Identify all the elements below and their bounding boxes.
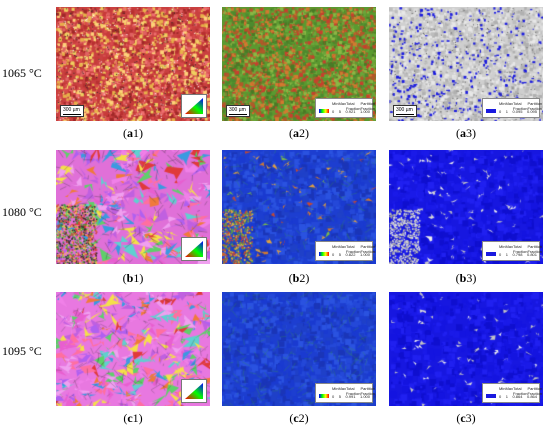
row-label-1080: 1080 °C [2,205,42,219]
legend-swatch [319,109,329,113]
caption-c3: (c3) [456,411,476,425]
caption-b3: (b3) [455,271,477,285]
map-legend: Min Max Total Fraction Partition Fraction 0… [315,383,375,403]
panel-b2-kam-map: Min Max Total Fraction Partition Fraction 0… [222,150,376,264]
caption-a1: (a1) [123,126,143,140]
scale-bar: 300 µm [60,105,84,117]
map-legend: Min Max Total Fraction Partition Fraction 0… [315,98,375,118]
map-legend: Min Max Total Fraction Partition Fraction 0… [315,241,375,261]
map-legend: Min Max Total Fraction Partition Fraction 0… [482,98,542,118]
scale-bar: 300 µm [226,105,250,117]
legend-swatch [486,252,496,256]
caption-b1: (b1) [122,271,144,285]
caption-b2: (b2) [288,271,310,285]
scale-bar: 300 µm [393,105,417,117]
legend-swatch [319,252,329,256]
panel-c3-gos-map: Min Max Total Fraction Partition Fraction 0… [389,292,543,406]
panel-a3-gos-map: 300 µm Min Max Total Fraction Partition Fra… [389,7,543,121]
panel-c1-ipf-map [56,292,210,406]
row-label-1095: 1095 °C [2,344,42,358]
legend-swatch [319,394,329,398]
caption-c1: (c1) [123,411,143,425]
ipf-color-key-icon [181,237,207,261]
legend-swatch [486,394,496,398]
panel-a2-kam-map: 300 µm Min Max Total Fraction Partition Fra… [222,7,376,121]
map-legend: Min Max Total Fraction Partition Fraction 0… [482,241,542,261]
panel-c2-kam-map: Min Max Total Fraction Partition Fraction 0… [222,292,376,406]
caption-a3: (a3) [456,126,476,140]
caption-a2: (a2) [289,126,309,140]
map-legend: Min Max Total Fraction Partition Fraction 0… [482,383,542,403]
row-label-1065: 1065 °C [2,66,42,80]
caption-c2: (c2) [289,411,309,425]
legend-swatch [486,109,496,113]
ipf-color-key-icon [181,379,207,403]
panel-b1-ipf-map [56,150,210,264]
panel-b3-gos-map: Min Max Total Fraction Partition Fraction 0… [389,150,543,264]
panel-a1-ipf-map: 300 µm [56,7,210,121]
ipf-color-key-icon [181,94,207,118]
